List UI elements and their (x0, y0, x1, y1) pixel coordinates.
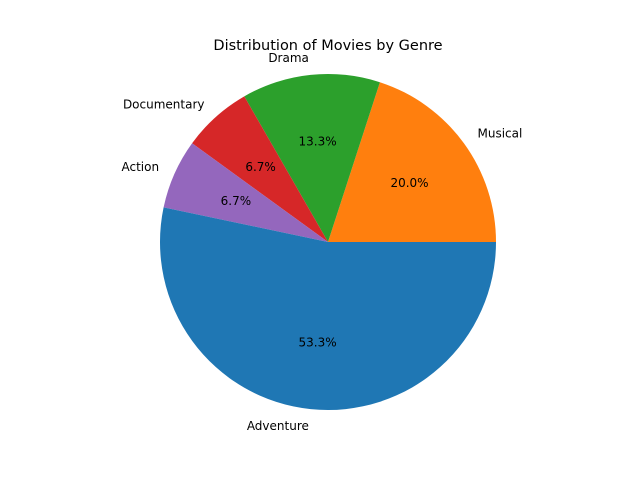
slice-label-action: Action (122, 160, 160, 174)
slice-label-drama: Drama (268, 51, 309, 65)
pie-slice-documentary (192, 96, 328, 242)
pie-slices (159, 73, 497, 411)
pie-labels: Musical 20.0% Drama 13.3% Documentary 6.7% Act… (122, 51, 523, 433)
pie-slice-adventure (159, 207, 497, 411)
slice-percent-musical: 20.0% (390, 176, 428, 190)
slice-percent-drama: 13.3% (299, 135, 337, 149)
chart-title: Distribution of Movies by Genre (213, 38, 442, 54)
slice-label-adventure: Adventure (247, 419, 309, 433)
pie-slice-drama (244, 73, 380, 243)
slice-label-musical: Musical (478, 126, 523, 140)
pie-slice-action (163, 143, 328, 242)
slice-percent-adventure: 53.3% (299, 335, 337, 349)
slice-percent-action: 6.7% (221, 194, 252, 208)
slice-percent-documentary: 6.7% (245, 160, 276, 174)
slice-label-documentary: Documentary (123, 98, 205, 112)
pie-slice-musical (328, 82, 496, 242)
